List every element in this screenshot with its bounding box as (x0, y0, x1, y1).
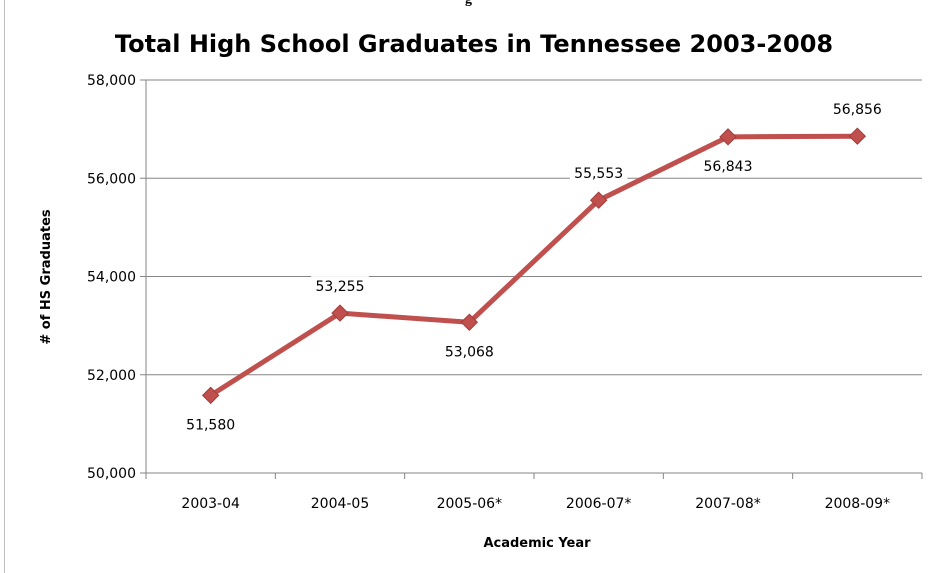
x-tick-label: 2006-07* (566, 496, 632, 512)
data-point (201, 386, 220, 405)
data-label-bg (699, 155, 757, 176)
gridlines (140, 79, 922, 479)
x-tick-label: 2004-05 (311, 496, 370, 512)
header-fragment: g (465, 0, 472, 8)
frame-left-border (4, 0, 5, 573)
data-point (460, 313, 479, 331)
x-tick-label: 2005-06* (437, 496, 503, 512)
x-tick-label: 2003-04 (181, 496, 240, 512)
data-label-bg (311, 276, 369, 297)
data-point (331, 304, 349, 322)
y-tick-label: 56,000 (87, 171, 136, 187)
data-label: 56,843 (704, 159, 753, 175)
y-axis-ticks: 50,000 52,000 54,000 56,000 58,000 (87, 73, 136, 482)
data-point (719, 128, 737, 146)
data-label: 53,068 (445, 344, 494, 360)
data-label-bg (828, 99, 887, 120)
data-point (589, 191, 608, 209)
data-label-bg (181, 414, 240, 435)
x-axis-ticks: 2003-04 2004-05 2005-06* 2006-07* 2007-08* 20… (145, 473, 923, 512)
x-tick-label: 2007-08* (695, 496, 761, 512)
data-label-bg (569, 163, 628, 184)
data-labels: 51,580 53,255 53,068 55,553 56,843 56,856 (181, 99, 887, 435)
data-label: 51,580 (186, 417, 235, 433)
y-tick-label: 52,000 (87, 368, 136, 384)
series-line (208, 133, 860, 398)
data-label-bg (440, 341, 499, 362)
x-tick-label: 2008-09* (825, 496, 891, 512)
data-label: 55,553 (574, 166, 623, 182)
plot-area (201, 127, 867, 405)
data-point (848, 127, 867, 145)
data-label: 56,856 (833, 102, 882, 118)
chart-title: Total High School Graduates in Tennessee… (115, 30, 833, 58)
data-label: 53,255 (316, 279, 365, 295)
y-tick-label: 58,000 (87, 73, 136, 89)
y-tick-label: 50,000 (87, 466, 136, 482)
x-axis-title: Academic Year (483, 536, 591, 551)
y-axis-title: # of HS Graduates (39, 209, 54, 345)
y-tick-label: 54,000 (87, 270, 136, 286)
